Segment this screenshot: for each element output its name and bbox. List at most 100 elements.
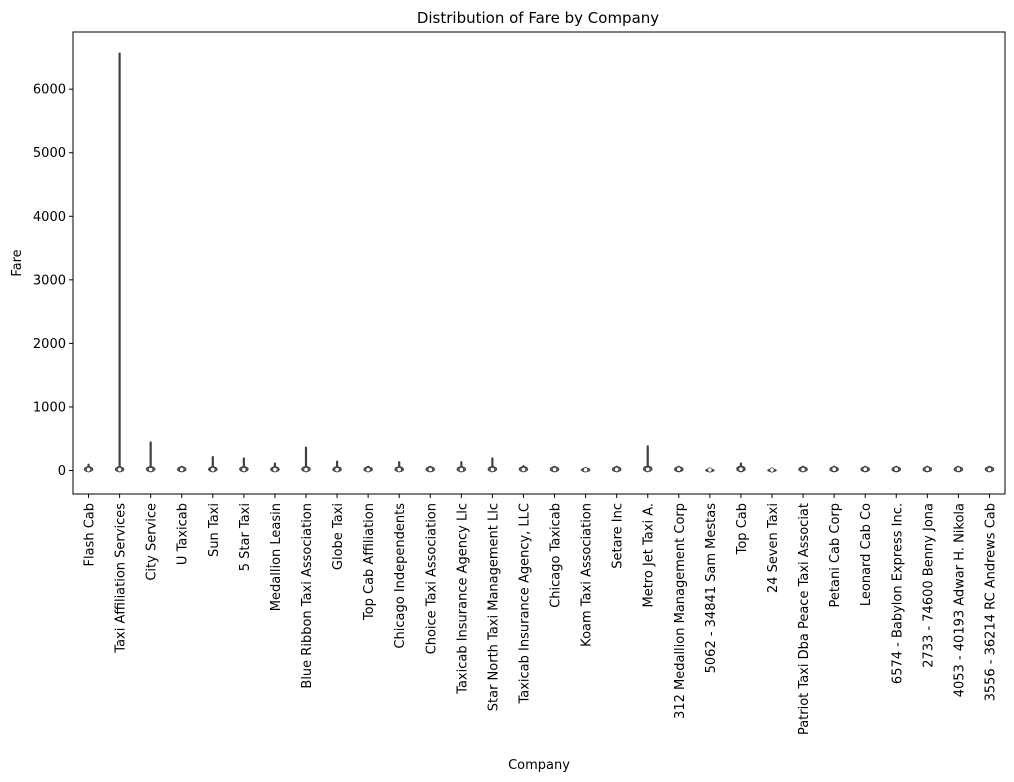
violin bbox=[829, 465, 839, 473]
violin bbox=[953, 465, 964, 473]
y-axis-label: Fare bbox=[10, 249, 25, 276]
violin-median bbox=[148, 466, 154, 473]
violin bbox=[611, 465, 622, 473]
violin bbox=[114, 52, 125, 473]
x-tick-label: 4053 - 40193 Adwar H. Nikola bbox=[952, 503, 967, 697]
y-tick-label: 2000 bbox=[33, 337, 66, 352]
x-tick-label: 312 Medallion Management Corp bbox=[673, 503, 688, 719]
violin bbox=[922, 465, 933, 473]
violin-median bbox=[396, 466, 402, 473]
x-axis-label: Company bbox=[508, 758, 570, 773]
x-tick-label: 2733 - 74600 Benny Jona bbox=[921, 503, 936, 668]
violin-median bbox=[582, 467, 589, 473]
violin-median bbox=[893, 466, 899, 472]
violin bbox=[145, 441, 156, 473]
violin-median bbox=[769, 467, 775, 473]
violin bbox=[83, 463, 94, 473]
violin bbox=[270, 462, 280, 473]
violin-median bbox=[738, 466, 744, 472]
violin bbox=[332, 460, 342, 473]
violin bbox=[705, 467, 715, 473]
x-tick-label: Patriot Taxi Dba Peace Taxi Associat bbox=[797, 503, 812, 735]
violin-median bbox=[241, 466, 247, 473]
x-tick-label: Sun Taxi bbox=[207, 503, 222, 557]
violin-median bbox=[831, 466, 837, 472]
x-tick-label: 3556 - 36214 RC Andrews Cab bbox=[983, 503, 998, 701]
x-tick-label: Chicago Taxicab bbox=[549, 503, 564, 608]
violin bbox=[798, 465, 808, 473]
violin bbox=[208, 456, 218, 473]
violin-median bbox=[458, 466, 464, 473]
x-tick-label: 6574 - Babylon Express Inc. bbox=[890, 503, 905, 684]
x-tick-label: Top Cab Affiliation bbox=[362, 503, 377, 621]
y-tick-label: 4000 bbox=[33, 210, 66, 225]
violin bbox=[580, 466, 591, 473]
violin bbox=[239, 457, 249, 473]
violin-median bbox=[520, 466, 527, 473]
violin-median bbox=[489, 466, 495, 473]
violin-median bbox=[303, 466, 309, 473]
x-tick-label: Blue Ribbon Taxi Association bbox=[300, 503, 315, 689]
violin bbox=[549, 465, 560, 473]
violin bbox=[394, 461, 404, 473]
x-tick-label: U Taxicab bbox=[176, 503, 191, 565]
x-tick-label: Petani Cab Corp bbox=[828, 503, 843, 607]
x-tick-label: Metro Jet Taxi A. bbox=[642, 503, 657, 608]
x-tick-label: Leonard Cab Co bbox=[859, 503, 874, 606]
violin-median bbox=[272, 466, 278, 473]
chart-title: Distribution of Fare by Company bbox=[417, 9, 659, 27]
y-tick-label: 0 bbox=[58, 464, 66, 479]
y-tick-label: 5000 bbox=[33, 146, 66, 161]
x-tick-label: Taxi Affiliation Services bbox=[114, 503, 129, 654]
x-tick-label: Chicago Independents bbox=[393, 503, 408, 649]
violin bbox=[425, 465, 436, 473]
violin bbox=[301, 446, 311, 473]
violin bbox=[456, 461, 467, 473]
x-axis-ticks: Flash Cab Taxi Affiliation Services City S… bbox=[83, 494, 998, 735]
violin bbox=[176, 465, 187, 473]
x-tick-label: 5062 - 34841 Sam Mestas bbox=[704, 503, 719, 674]
violin-median bbox=[85, 466, 92, 473]
violin-median bbox=[924, 466, 930, 472]
x-tick-label: Choice Taxi Association bbox=[424, 503, 439, 654]
violin-median bbox=[551, 466, 558, 473]
violin-median bbox=[117, 466, 123, 473]
violin-median bbox=[955, 466, 962, 472]
violin-median bbox=[800, 466, 806, 473]
x-tick-label: Taxicab Insurance Agency, LLC bbox=[517, 503, 532, 705]
violin-median bbox=[707, 467, 713, 473]
violin bbox=[891, 465, 902, 473]
x-tick-label: City Service bbox=[145, 503, 160, 581]
x-tick-label: Star North Taxi Management Llc bbox=[486, 503, 501, 711]
x-tick-label: Top Cab bbox=[735, 503, 750, 555]
violin-median bbox=[676, 466, 682, 472]
violin-median bbox=[334, 466, 340, 473]
y-tick-label: 1000 bbox=[33, 400, 66, 415]
violin bbox=[860, 465, 870, 473]
violin-median bbox=[210, 466, 216, 473]
violin bbox=[487, 457, 498, 473]
x-tick-label: 5 Star Taxi bbox=[238, 503, 253, 571]
x-tick-label: Taxicab Insurance Agency Llc bbox=[455, 503, 470, 695]
x-tick-label: 24 Seven Taxi bbox=[766, 503, 781, 593]
x-tick-label: Flash Cab bbox=[83, 503, 98, 567]
violin-median bbox=[427, 466, 433, 473]
y-axis-ticks: 0 1000 2000 3000 4000 5000 6000 bbox=[33, 83, 73, 479]
violin bbox=[363, 465, 373, 473]
violin-median bbox=[365, 467, 371, 473]
violin bbox=[642, 445, 653, 473]
violin-median bbox=[179, 466, 185, 473]
violin-median bbox=[986, 466, 993, 473]
y-tick-label: 6000 bbox=[33, 83, 66, 98]
x-tick-label: Medallion Leasin bbox=[269, 503, 284, 611]
violin-median bbox=[862, 466, 868, 472]
violin-median bbox=[614, 466, 620, 473]
y-tick-label: 3000 bbox=[33, 273, 66, 288]
violins bbox=[83, 52, 995, 473]
violin bbox=[767, 467, 777, 473]
violin bbox=[736, 462, 746, 473]
violin bbox=[674, 465, 684, 473]
plot-frame bbox=[72, 31, 1006, 495]
violin-median bbox=[645, 466, 651, 472]
